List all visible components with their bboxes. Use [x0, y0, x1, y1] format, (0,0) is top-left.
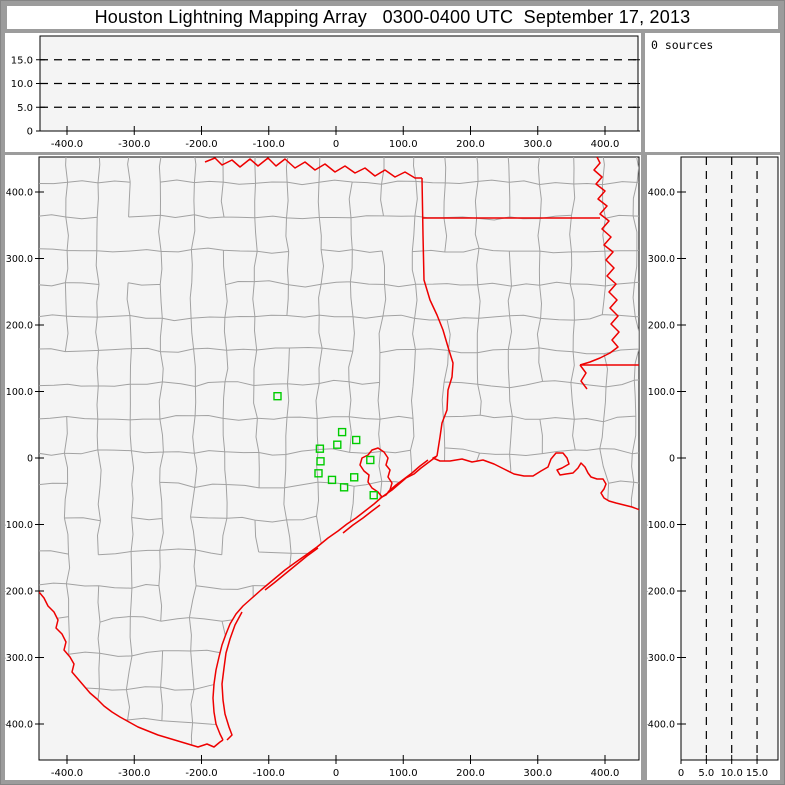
map-x-tick-label: 400.0: [591, 768, 620, 779]
tx-coast: [212, 455, 438, 741]
ew-x-tick-label: -100.0: [253, 139, 285, 150]
map-x-tick-label: 0: [333, 768, 339, 779]
map-y-tick-label: 400.0: [6, 188, 33, 199]
map-x-tick-label: 100.0: [389, 768, 418, 779]
mississippi-river: [579, 157, 620, 366]
map-y-tick-label: -200.0: [5, 587, 33, 598]
lma-station-marker: [352, 435, 361, 445]
alt-ns-plot-area[interactable]: [680, 156, 779, 761]
ns-y-tick-label: -400.0: [647, 720, 675, 731]
lma-station-marker: [315, 444, 325, 453]
ns-y-tick-label: 400.0: [648, 188, 675, 199]
lma-station-marker: [337, 427, 347, 437]
ew-y-tick-label: 0: [27, 127, 33, 138]
la-coast: [432, 452, 639, 511]
map-y-tick-label: 100.0: [6, 387, 33, 398]
ew-x-tick-label: 0: [333, 139, 339, 150]
lma-station-marker: [333, 440, 342, 449]
ns-y-tick-label: -100.0: [647, 520, 675, 531]
alt-ew-plot: 15.0 10.0 5.0 0 -400.0 -300.0 -200.0 -100.0 0 100…: [11, 35, 640, 150]
ew-x-tick-label: -300.0: [118, 139, 150, 150]
matagorda-island: [264, 547, 319, 591]
ew-x-tick-label: 400.0: [591, 139, 620, 150]
ns-y-tick-label: -200.0: [647, 587, 675, 598]
tx-ar-la-border: [421, 177, 454, 457]
ew-x-tick-label: 300.0: [523, 139, 552, 150]
ns-y-tick-label: 0: [669, 454, 675, 465]
altitude-gridlines: [705, 157, 758, 760]
map-x-tick-label: 300.0: [523, 768, 552, 779]
lma-station-marker: [366, 455, 375, 465]
map-panel: 400.0 300.0 200.0 100.0 0 -100.0 -200.0 -300.0 -…: [5, 155, 641, 780]
ew-x-tick-label: 100.0: [389, 139, 418, 150]
alt-ns-panel: 400.0 300.0 200.0 100.0 0 -100.0 -200.0 -300.0 -…: [647, 155, 780, 780]
map-x-tick-label: 200.0: [456, 768, 485, 779]
lma-station-marker: [314, 469, 323, 478]
ew-y-tick-label: 5.0: [17, 103, 33, 114]
mississippi-tail: [579, 364, 588, 390]
galveston-island: [342, 504, 381, 534]
map-plot: 400.0 300.0 200.0 100.0 0 -100.0 -200.0 -300.0 -…: [5, 156, 640, 779]
lma-station-marker: [273, 391, 282, 401]
map-y-tick-label: -400.0: [5, 720, 33, 731]
lma-station-marker: [327, 475, 337, 485]
title-bar: Houston Lightning Mapping Array 0300-040…: [7, 6, 778, 29]
lma-station-marker: [350, 473, 359, 482]
map-y-tick-label: 200.0: [6, 321, 33, 332]
lma-stations: [273, 391, 378, 500]
lma-station-marker: [339, 483, 349, 492]
alt-ew-panel: 15.0 10.0 5.0 0 -400.0 -300.0 -200.0 -100.0 0 100…: [5, 33, 641, 152]
ns-x-tick-label: 5.0: [698, 768, 714, 779]
ew-x-tick-label: -200.0: [185, 139, 217, 150]
ns-x-tick-label: 10.0: [721, 768, 743, 779]
ew-y-tick-label: 10.0: [11, 79, 33, 90]
map-plot-area[interactable]: [38, 156, 640, 761]
sources-count-panel: 0 sources: [645, 33, 780, 152]
ns-y-tick-label: 200.0: [648, 321, 675, 332]
ew-x-tick-label: -400.0: [51, 139, 83, 150]
map-x-tick-label: -400.0: [51, 768, 83, 779]
galveston-bay: [359, 447, 393, 498]
red-river: [204, 157, 422, 179]
ew-y-tick-label: 15.0: [11, 55, 33, 66]
ew-x-tick-label: 200.0: [456, 139, 485, 150]
lma-station-marker: [316, 457, 325, 466]
ns-x-tick-label: 0: [678, 768, 684, 779]
plot-title: Houston Lightning Mapping Array 0300-040…: [94, 7, 691, 27]
map-y-tick-label: -300.0: [5, 653, 33, 664]
map-y-tick-label: 0: [27, 454, 33, 465]
state-borders-coastline: [39, 157, 639, 748]
ns-x-tick-label: 15.0: [746, 768, 768, 779]
ns-y-tick-label: 100.0: [648, 387, 675, 398]
map-y-tick-label: 300.0: [6, 254, 33, 265]
sources-count-label: 0 sources: [651, 38, 714, 52]
map-x-tick-label: -100.0: [253, 768, 285, 779]
lma-station-marker: [369, 491, 378, 500]
alt-ns-plot: 400.0 300.0 200.0 100.0 0 -100.0 -200.0 -300.0 -…: [647, 156, 779, 779]
altitude-gridlines: [40, 59, 638, 108]
map-x-tick-label: -300.0: [118, 768, 150, 779]
map-x-tick-label: -200.0: [185, 768, 217, 779]
rio-grande: [39, 591, 224, 748]
ns-y-tick-label: -300.0: [647, 653, 675, 664]
padre-island: [221, 611, 243, 741]
bolivar-peninsula: [387, 459, 429, 493]
map-y-tick-label: -100.0: [5, 520, 33, 531]
ns-y-tick-label: 300.0: [648, 254, 675, 265]
